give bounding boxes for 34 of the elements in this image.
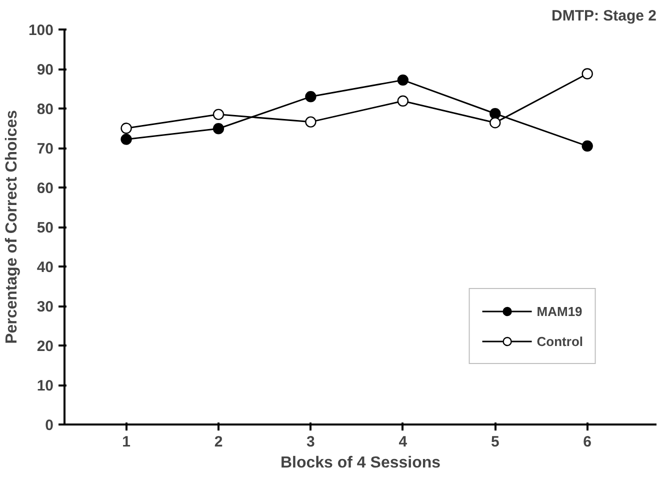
x-tick-label: 1 [122,434,130,450]
point [120,122,132,134]
legend-label: Control [536,334,583,348]
y-tick-label: 0 [45,417,54,434]
point [397,95,409,107]
point [305,91,316,102]
point [490,117,501,128]
y-axis-title: Percentage of Correct Choices [3,110,20,344]
point [212,123,224,134]
y-tick-label: 100 [28,22,54,39]
y-tick-label: 90 [36,62,54,78]
y-tick-label: 50 [36,220,54,236]
legend-label: MAM19 [536,304,582,318]
y-tick-label: 20 [36,338,54,355]
point [582,140,593,152]
point [397,74,409,86]
point [305,116,316,128]
y-tick-label: 80 [36,101,54,118]
y-tick-label: 40 [36,259,54,276]
x-tick-label: 2 [214,434,223,450]
y-tick-label: 10 [36,378,54,394]
point [120,134,132,145]
x-tick-label: 5 [490,434,500,450]
x-tick-label: 4 [398,434,408,450]
chart-title: DMTP: Stage 2 [551,8,656,24]
x-tick-label: 3 [306,434,315,450]
point [212,108,224,120]
point [490,108,501,120]
y-tick-label: 30 [36,298,54,316]
y-tick-label: 60 [36,180,54,197]
x-tick-label: 6 [583,434,592,450]
y-tick-label: 70 [36,140,54,158]
point [582,68,593,80]
x-axis-title: Blocks of 4 Sessions [280,454,441,472]
